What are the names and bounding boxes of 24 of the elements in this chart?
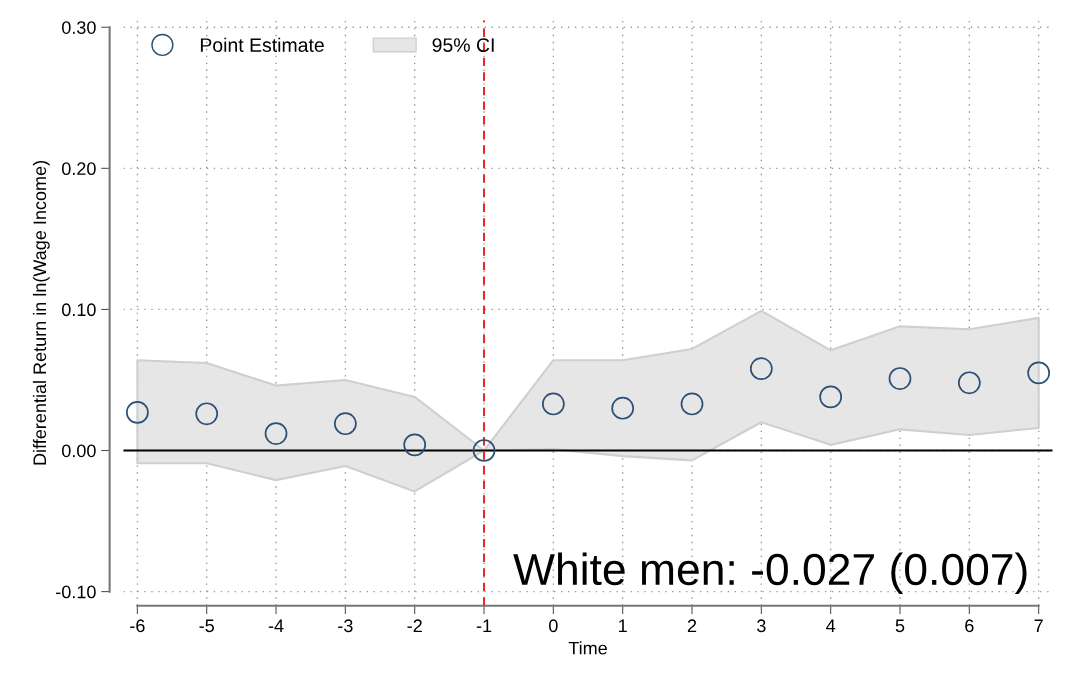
x-tick-label: 7: [1034, 619, 1043, 632]
x-tick-label: -5: [199, 619, 214, 633]
y-axis-title: Differential Return in ln(Wage Income): [32, 161, 50, 465]
y-tick-label: -0.10: [56, 585, 96, 599]
x-tick-label: 3: [757, 619, 766, 633]
legend-label: Point Estimate: [200, 37, 324, 52]
x-tick-label: 5: [895, 619, 905, 633]
x-tick-label: 4: [826, 619, 836, 632]
y-tick-label: 0.00: [61, 444, 96, 458]
x-tick-label: 0: [549, 619, 558, 633]
x-tick-label: -6: [130, 619, 145, 633]
y-tick-label: 0.10: [61, 303, 96, 317]
x-tick-label: -2: [407, 619, 422, 632]
x-tick-label: 1: [619, 619, 627, 632]
x-tick-label: 2: [687, 619, 697, 632]
x-tick-label: -1: [476, 619, 492, 632]
x-tick-label: -3: [338, 619, 353, 633]
legend-label: 95% CI: [432, 38, 494, 52]
x-tick-label: -4: [268, 619, 284, 632]
x-axis-title: Time: [568, 641, 607, 655]
annotation: White men: -0.027 (0.007): [513, 552, 1027, 594]
y-tick-label: 0.20: [61, 162, 96, 176]
y-tick-label: 0.30: [61, 21, 96, 34]
x-tick-label: 6: [965, 619, 974, 633]
